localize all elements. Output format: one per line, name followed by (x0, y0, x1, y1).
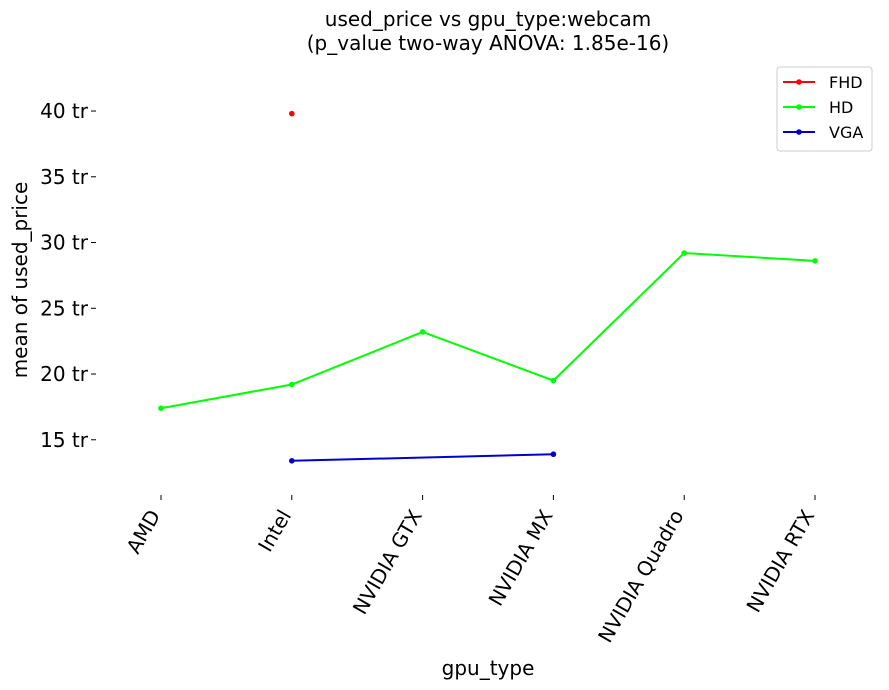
series-fhd (289, 110, 295, 117)
x-tick-label: NVIDIA MX (484, 505, 558, 610)
data-point (289, 381, 295, 388)
y-tick-label: 30 tr (40, 231, 89, 255)
x-axis-label: gpu_type (442, 656, 535, 680)
x-tick-label: AMD (121, 506, 165, 558)
x-tick-label: NVIDIA Quadro (593, 506, 688, 647)
data-point (812, 258, 818, 264)
data-point (289, 110, 295, 117)
legend: FHD HD VGA (776, 66, 873, 152)
legend-label: FHD (829, 73, 863, 92)
legend-label: HD (829, 98, 853, 117)
series-line (291, 453, 554, 462)
y-axis: 15 tr 20 tr 25 tr 30 tr 35 tr 40 tr (40, 99, 96, 452)
data-point (289, 458, 295, 464)
x-tick-label: NVIDIA RTX (741, 505, 819, 616)
y-axis-label: mean of used_price (8, 182, 32, 379)
legend-marker (796, 104, 802, 110)
y-tick-label: 20 tr (40, 362, 89, 386)
series-hd (158, 250, 818, 412)
data-point (550, 377, 557, 384)
x-axis: AMD Intel NVIDIA GTX NVIDIA MX NVIDIA Quadro… (121, 495, 819, 647)
y-tick-label: 35 tr (40, 165, 89, 189)
chart-title-line2: (p_value two-way ANOVA: 1.85e-16) (307, 31, 669, 55)
x-tick-label: NVIDIA GTX (348, 505, 427, 618)
chart-title-line1: used_price vs gpu_type:webcam (325, 7, 651, 31)
plot-area (158, 110, 818, 464)
data-point (550, 451, 557, 458)
legend-marker (796, 129, 802, 135)
x-tick-label: Intel (253, 506, 296, 556)
series-line (160, 252, 816, 410)
legend-marker (796, 79, 802, 85)
data-point (419, 329, 426, 335)
data-point (681, 250, 687, 256)
data-point (158, 405, 164, 412)
y-tick-label: 25 tr (40, 296, 89, 320)
y-tick-label: 40 tr (40, 99, 89, 123)
legend-label: VGA (829, 123, 863, 142)
y-tick-label: 15 tr (40, 428, 89, 452)
series-vga (289, 451, 557, 464)
